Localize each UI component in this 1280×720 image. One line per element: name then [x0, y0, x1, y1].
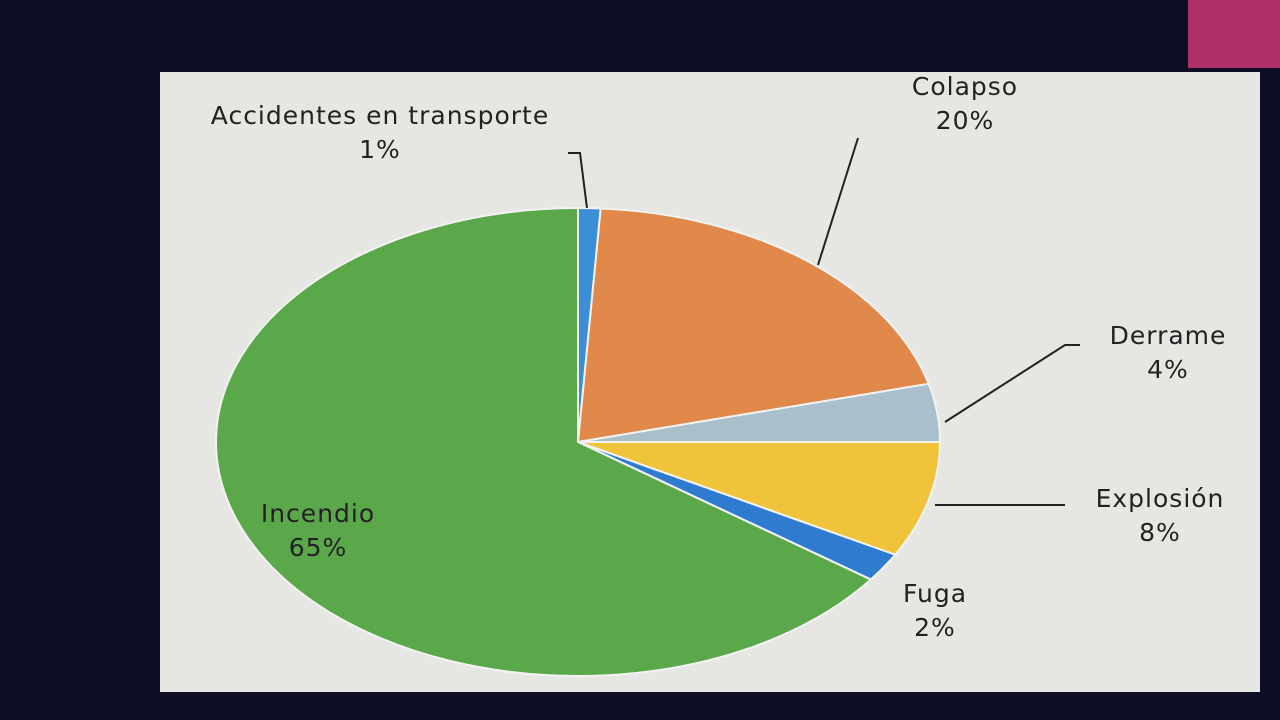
leader-line [944, 344, 1080, 423]
slice-label: Fuga [903, 579, 967, 608]
slice-label: Explosión [1096, 484, 1225, 513]
slice-label: Derrame [1110, 321, 1227, 350]
slice-value-label: 2% [914, 613, 956, 642]
slice-value-label: 20% [936, 106, 995, 135]
slice-value-label: 65% [289, 533, 348, 562]
slice-label: Accidentes en transporte [211, 101, 549, 130]
pie-slice [215, 206, 873, 677]
slice-label: Colapso [912, 72, 1018, 101]
leader-line [568, 152, 588, 209]
leader-line [817, 137, 859, 266]
slice-value-label: 4% [1147, 355, 1189, 384]
pie-slice [576, 207, 931, 444]
slice-value-label: 1% [359, 135, 401, 164]
slice-value-label: 8% [1139, 518, 1181, 547]
pie-slice [577, 441, 942, 556]
slice-label: Incendio [261, 499, 375, 528]
corner-accent [1188, 0, 1280, 68]
